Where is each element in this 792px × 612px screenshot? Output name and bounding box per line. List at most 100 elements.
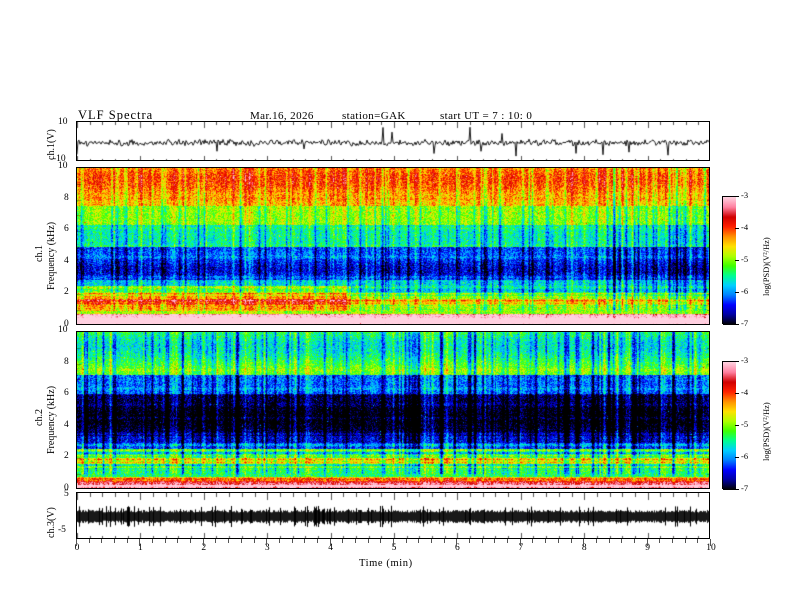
panel-ch3-waveform — [76, 492, 710, 539]
x-tick-mark — [608, 539, 610, 543]
ch1-waveform-trace — [77, 122, 709, 160]
x-tick-label: 9 — [645, 543, 650, 553]
x-tick-label: 3 — [264, 543, 270, 553]
ch1-spec-axis-label: Frequency (kHz) — [46, 221, 57, 290]
colorbar-tick — [735, 324, 739, 325]
x-tick-mark — [507, 539, 509, 543]
x-tick-mark — [456, 539, 458, 546]
x-tick-label: 6 — [455, 543, 460, 553]
x-tick-mark — [519, 539, 521, 546]
x-tick-mark — [684, 539, 686, 543]
ch1-spec-ytick: 10 — [58, 161, 68, 171]
x-tick-mark — [88, 539, 90, 543]
colorbar-tick-label: -5 — [741, 254, 749, 264]
x-tick-mark — [329, 539, 331, 546]
x-tick-mark — [646, 539, 648, 546]
colorbar-tick — [735, 361, 739, 362]
x-tick-label: 4 — [328, 543, 333, 553]
x-tick-mark — [101, 539, 103, 543]
ch2-spec-axis-label: Frequency (kHz) — [46, 385, 57, 454]
ch1-wave-axis-label: ch.1(V) — [46, 129, 57, 160]
page-title: VLF Spectra — [78, 108, 154, 122]
x-tick-label: 1 — [138, 543, 143, 553]
x-tick-mark — [469, 539, 471, 543]
x-tick-mark — [570, 539, 572, 543]
colorbar-tick — [735, 292, 739, 293]
station-label: station=GAK — [342, 110, 406, 122]
x-tick-mark — [659, 539, 661, 543]
x-tick-mark — [304, 539, 306, 543]
x-tick-mark — [443, 539, 445, 543]
ch1-spectrogram-image — [77, 168, 709, 324]
x-tick-mark — [215, 539, 217, 543]
ch1-spec-ytick: 6 — [64, 224, 69, 235]
panel-ch2-spectrogram — [76, 331, 710, 489]
colorbar-label: log(PSD)(V²/Hz) — [761, 237, 771, 296]
x-tick-label: 7 — [518, 543, 524, 553]
x-tick-mark — [354, 539, 356, 543]
colorbar-tick — [735, 425, 739, 426]
colorbar-ch2-canvas — [723, 362, 736, 490]
ch3-wave-ytick: 5 — [64, 489, 69, 499]
x-tick-mark — [240, 539, 242, 543]
colorbar-tick-label: -7 — [741, 483, 749, 493]
x-tick-mark — [418, 539, 420, 543]
ch2-spec-ytick: 2 — [64, 451, 69, 462]
colorbar-tick-label: -6 — [741, 451, 749, 461]
ch1-spec-ytick: 8 — [64, 192, 69, 203]
x-tick-mark — [621, 539, 623, 543]
x-tick-mark — [164, 539, 166, 543]
ch1-spec-ytick: 4 — [64, 255, 69, 266]
x-tick-mark — [202, 539, 204, 546]
x-tick-mark — [583, 539, 585, 546]
x-tick-mark — [76, 539, 77, 546]
colorbar-tick — [735, 196, 739, 197]
ch1-wave-ytick: -10 — [53, 154, 66, 164]
x-tick-mark — [342, 539, 344, 543]
x-tick-mark — [266, 539, 268, 546]
colorbar-tick — [735, 393, 739, 394]
colorbar-ch2-gradient — [722, 361, 736, 490]
ch2-spec-ytick: 8 — [64, 356, 69, 367]
x-tick-mark — [177, 539, 179, 543]
ch2-spectrogram-image — [77, 332, 709, 488]
colorbar-tick-label: -3 — [741, 190, 749, 200]
colorbar-tick-label: -4 — [741, 387, 749, 397]
ch1-spec-channel-label: ch.1 — [34, 245, 45, 262]
ch3-wave-ytick: -5 — [58, 525, 66, 535]
x-tick-mark — [278, 539, 280, 543]
x-tick-mark — [405, 539, 407, 543]
colorbar-ch1-gradient — [722, 196, 736, 325]
x-tick-mark — [545, 539, 547, 543]
x-tick-mark — [393, 539, 394, 546]
colorbar-tick — [735, 228, 739, 229]
x-tick-mark — [380, 539, 382, 543]
x-tick-label: 5 — [391, 543, 397, 553]
x-tick-mark — [671, 539, 673, 543]
colorbar-tick — [735, 489, 739, 490]
x-tick-mark — [431, 539, 433, 543]
x-tick-mark — [481, 539, 483, 543]
x-tick-mark — [595, 539, 597, 543]
ch2-spec-ytick: 4 — [64, 419, 69, 430]
ch1-spec-ytick: 0 — [64, 319, 69, 329]
x-tick-mark — [316, 539, 318, 543]
x-axis-label: Time (min) — [359, 558, 413, 569]
ch3-waveform-trace — [77, 493, 709, 538]
x-tick-mark — [633, 539, 635, 543]
x-tick-label: 8 — [581, 543, 587, 553]
panel-ch1-waveform — [76, 121, 710, 161]
colorbar-tick — [735, 260, 739, 261]
panel-ch1-spectrogram — [76, 167, 710, 325]
colorbar-tick-label: -4 — [741, 222, 749, 232]
x-tick-mark — [291, 539, 293, 543]
x-tick-mark — [152, 539, 154, 543]
ch2-spec-ytick: 6 — [64, 388, 69, 399]
x-tick-label: 0 — [74, 543, 80, 553]
observation-date: Mar.16, 2026 — [250, 110, 314, 122]
ch3-wave-axis-label: ch.3(V) — [46, 507, 57, 538]
x-tick-mark — [532, 539, 534, 543]
colorbar-tick — [735, 457, 739, 458]
colorbar-tick-label: -7 — [741, 318, 749, 328]
